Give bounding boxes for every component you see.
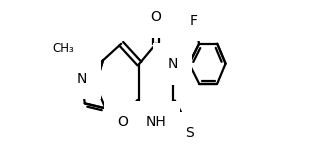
Text: NH: NH: [146, 115, 166, 129]
Text: S: S: [185, 126, 193, 140]
Text: N: N: [167, 57, 178, 71]
Text: F: F: [190, 14, 198, 28]
Text: O: O: [117, 115, 128, 129]
Text: O: O: [151, 10, 161, 24]
Text: CH₃: CH₃: [52, 42, 74, 55]
Text: N: N: [76, 71, 87, 86]
